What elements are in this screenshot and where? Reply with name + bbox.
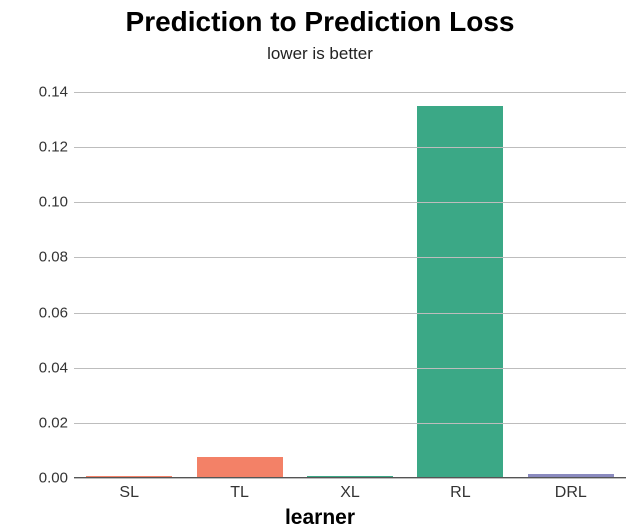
x-tick-label: DRL	[555, 484, 587, 502]
bar	[197, 457, 283, 477]
bar	[528, 474, 614, 477]
y-tick-label: 0.10	[8, 194, 68, 211]
x-tick-label: RL	[450, 484, 470, 502]
gridline	[74, 313, 626, 314]
y-tick-label: 0.06	[8, 304, 68, 321]
y-tick-label: 0.00	[8, 470, 68, 487]
chart-subtitle: lower is better	[0, 44, 640, 64]
x-tick-label: XL	[340, 484, 360, 502]
y-tick-label: 0.14	[8, 84, 68, 101]
bar	[417, 106, 503, 477]
x-tick-label: SL	[119, 484, 139, 502]
gridline	[74, 257, 626, 258]
y-tick-label: 0.08	[8, 249, 68, 266]
y-tick-label: 0.02	[8, 414, 68, 431]
gridline	[74, 202, 626, 203]
gridline	[74, 147, 626, 148]
chart-container: Prediction to Prediction Loss lower is b…	[0, 0, 640, 531]
bars-layer	[74, 70, 626, 477]
gridline	[74, 92, 626, 93]
y-tick-label: 0.04	[8, 359, 68, 376]
chart-title: Prediction to Prediction Loss	[0, 6, 640, 38]
y-tick-label: 0.12	[8, 139, 68, 156]
x-axis-label: learner	[0, 506, 640, 530]
plot-area	[74, 70, 626, 478]
x-tick-label: TL	[230, 484, 249, 502]
bar	[86, 476, 172, 477]
gridline	[74, 368, 626, 369]
bar	[307, 476, 393, 477]
gridline	[74, 423, 626, 424]
gridline	[74, 478, 626, 479]
